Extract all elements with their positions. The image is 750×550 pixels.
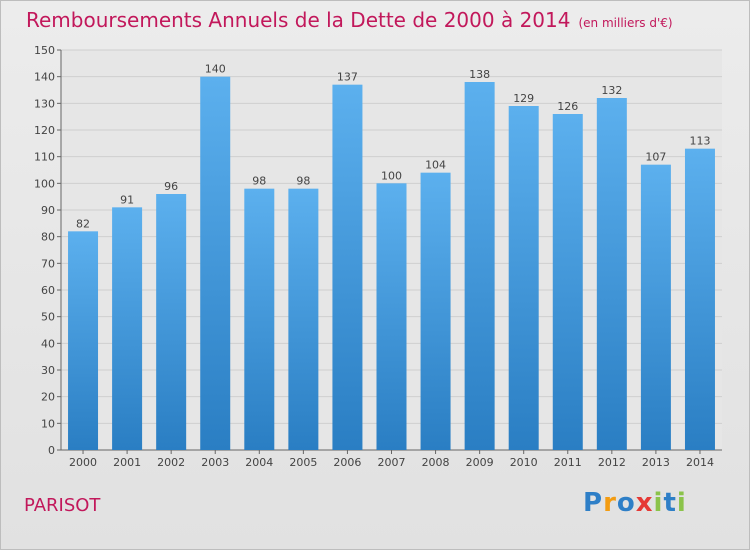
bar-value-label: 96 <box>164 180 178 193</box>
y-tick-label: 40 <box>41 337 55 350</box>
x-tick-label: 2001 <box>113 456 141 469</box>
y-tick-label: 30 <box>41 364 55 377</box>
y-tick-label: 140 <box>34 71 55 84</box>
logo-letter: o <box>616 488 636 518</box>
bar <box>552 114 583 450</box>
x-tick-label: 2012 <box>598 456 626 469</box>
y-tick-label: 50 <box>41 311 55 324</box>
x-tick-label: 2010 <box>510 456 538 469</box>
x-tick-label: 2013 <box>642 456 670 469</box>
x-tick-label: 2003 <box>201 456 229 469</box>
x-tick-label: 2008 <box>422 456 450 469</box>
x-tick-label: 2014 <box>686 456 714 469</box>
bar-value-label: 107 <box>645 151 666 164</box>
bar-value-label: 82 <box>76 217 90 230</box>
y-tick-label: 10 <box>41 417 55 430</box>
y-tick-label: 130 <box>34 97 55 110</box>
y-tick-label: 100 <box>34 177 55 190</box>
y-tick-label: 80 <box>41 231 55 244</box>
logo-letter: P <box>583 488 604 518</box>
x-tick-label: 2007 <box>378 456 406 469</box>
x-tick-label: 2011 <box>554 456 582 469</box>
y-tick-label: 110 <box>34 151 55 164</box>
chart-unit: (en milliers d'€) <box>578 16 673 30</box>
logo-letter: r <box>603 488 617 518</box>
x-tick-label: 2002 <box>157 456 185 469</box>
bar-value-label: 140 <box>205 63 226 76</box>
bar <box>420 172 451 450</box>
bar-value-label: 100 <box>381 169 402 182</box>
x-tick-label: 2005 <box>289 456 317 469</box>
bar <box>464 82 495 450</box>
bar <box>288 188 319 450</box>
bar <box>332 84 363 451</box>
chart-title-text: Remboursements Annuels de la Dette de 20… <box>26 8 571 32</box>
town-name: PARISOT <box>24 495 101 516</box>
logo-letter: x <box>635 488 654 518</box>
bar-value-label: 98 <box>252 175 266 188</box>
bar-value-label: 98 <box>296 175 310 188</box>
x-tick-label: 2009 <box>466 456 494 469</box>
bar <box>200 76 231 451</box>
bar <box>376 183 407 451</box>
bar <box>596 98 627 450</box>
logo-letter: i <box>653 488 664 518</box>
bar-value-label: 91 <box>120 193 134 206</box>
y-tick-label: 70 <box>41 257 55 270</box>
chart-title: Remboursements Annuels de la Dette de 20… <box>26 8 673 32</box>
logo-letter: i <box>676 488 687 518</box>
bar-value-label: 104 <box>425 159 446 172</box>
y-tick-label: 20 <box>41 391 55 404</box>
bar-value-label: 138 <box>469 68 490 81</box>
bar <box>640 164 671 450</box>
proxiti-logo: Proxiti <box>583 488 687 518</box>
bar <box>684 148 715 450</box>
x-tick-label: 2000 <box>69 456 97 469</box>
x-tick-label: 2006 <box>333 456 361 469</box>
bar-value-label: 126 <box>557 100 578 113</box>
bar-value-label: 129 <box>513 92 534 105</box>
bar <box>156 194 187 450</box>
x-tick-label: 2004 <box>245 456 273 469</box>
bar <box>112 207 143 450</box>
bar-value-label: 137 <box>337 71 358 84</box>
bar <box>508 106 539 450</box>
bar <box>244 188 275 450</box>
y-tick-label: 60 <box>41 284 55 297</box>
bar-value-label: 113 <box>689 135 710 148</box>
bar-value-label: 132 <box>601 84 622 97</box>
y-tick-label: 150 <box>34 44 55 57</box>
bar <box>68 231 99 450</box>
y-tick-label: 0 <box>48 444 55 457</box>
y-tick-label: 120 <box>34 124 55 137</box>
y-tick-label: 90 <box>41 204 55 217</box>
logo-letter: t <box>663 488 677 518</box>
